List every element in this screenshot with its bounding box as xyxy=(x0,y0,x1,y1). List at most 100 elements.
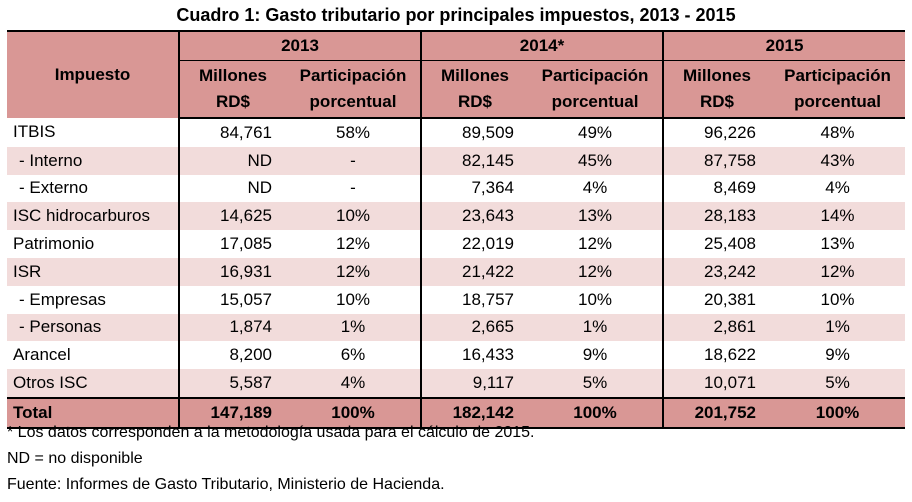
cell-millones: 1,874 xyxy=(178,313,286,342)
cell-participacion: 10% xyxy=(286,202,422,231)
cell-millones: 2,861 xyxy=(662,313,771,342)
table-row: - Externo ND - 7,364 4% 8,469 4% xyxy=(7,174,905,203)
total-millones: 182,142 xyxy=(420,396,529,429)
total-participacion: 100% xyxy=(286,396,422,429)
cell-millones: 84,761 xyxy=(178,118,286,147)
total-millones: 201,752 xyxy=(662,396,771,429)
cell-millones: 18,622 xyxy=(662,341,771,370)
cell-millones: 96,226 xyxy=(662,118,771,147)
cell-millones: 5,587 xyxy=(178,369,286,398)
cell-participacion: 5% xyxy=(528,369,664,398)
cell-participacion: 4% xyxy=(286,369,422,398)
cell-millones: 9,117 xyxy=(420,369,529,398)
cell-millones: 22,019 xyxy=(420,230,529,258)
header-millones: Millones RD$ xyxy=(178,60,286,119)
row-label: - Personas xyxy=(7,313,179,342)
cell-millones: 10,071 xyxy=(662,369,771,398)
cell-participacion: 10% xyxy=(578,289,613,309)
header-millones: Millones RD$ xyxy=(420,60,529,119)
header-millones: Millones RD$ xyxy=(662,60,771,119)
table-row: Arancel 8,200 6% 16,433 9% 18,622 9% xyxy=(7,341,905,370)
cell-millones: 82,145 xyxy=(420,146,529,175)
total-label: Total xyxy=(7,396,179,429)
cell-millones: 87,758 xyxy=(662,146,771,175)
table-row: - Empresas 15,057 10% 18,757 10% 20,381 10% xyxy=(7,285,905,314)
cell-participacion: 49% xyxy=(578,122,613,142)
cell-millones: 28,183 xyxy=(662,202,771,231)
cell-participacion: 5% xyxy=(770,369,906,398)
cell-millones: 14,625 xyxy=(178,202,286,231)
cell-participacion: 12% xyxy=(335,234,371,254)
cell-millones: 8,469 xyxy=(662,174,771,203)
row-label: Arancel xyxy=(13,345,71,365)
row-label: ISC hidrocarburos xyxy=(7,202,179,231)
cell-participacion: 14% xyxy=(770,202,906,231)
total-row: Total 147,189 100% 182,142 100% 201,752 100% xyxy=(7,396,906,429)
cell-participacion: - xyxy=(350,178,356,198)
cell-participacion: 43% xyxy=(770,146,906,175)
cell-participacion: 13% xyxy=(528,202,664,231)
row-label: - Empresas xyxy=(19,289,106,309)
cell-participacion: 4% xyxy=(825,178,850,198)
cell-millones: 16,931 xyxy=(178,257,286,286)
table-row: Otros ISC 5,587 4% 9,117 5% 10,071 5% xyxy=(7,369,906,398)
cell-participacion: 9% xyxy=(825,345,850,365)
note-nd: ND = no disponible xyxy=(7,450,143,467)
total-millones: 147,189 xyxy=(178,396,286,429)
cell-millones: 7,364 xyxy=(420,174,529,203)
header-year-2015: 2015 xyxy=(662,31,906,61)
cell-participacion: 12% xyxy=(770,257,906,286)
cell-participacion: 10% xyxy=(335,289,371,309)
cell-participacion: 1% xyxy=(528,313,664,342)
row-label: Otros ISC xyxy=(7,369,179,398)
cell-participacion: 12% xyxy=(528,257,664,286)
cell-millones: ND xyxy=(178,146,286,175)
table-row: Patrimonio 17,085 12% 22,019 12% 25,408 13% xyxy=(7,230,905,258)
cell-millones: 17,085 xyxy=(178,230,286,258)
notes: * Los datos corresponden a la metodologí… xyxy=(7,420,534,498)
cell-participacion: 6% xyxy=(340,345,366,365)
cell-millones: 15,057 xyxy=(178,285,286,314)
table-row: ITBIS 84,761 58% 89,509 49% 96,226 48% xyxy=(7,118,905,147)
cell-participacion: 1% xyxy=(770,313,906,342)
cell-participacion: 9% xyxy=(582,345,608,365)
row-label: - Interno xyxy=(7,146,179,175)
cell-participacion: 10% xyxy=(820,289,855,309)
row-label: - Externo xyxy=(19,178,88,198)
cell-participacion: 12% xyxy=(286,257,422,286)
table-row: ISC hidrocarburos 14,625 10% 23,643 13% 28,18… xyxy=(7,202,906,231)
cell-participacion: 58% xyxy=(335,122,371,142)
cell-millones: 20,381 xyxy=(662,285,771,314)
row-label: ITBIS xyxy=(13,122,56,142)
cell-millones: 25,408 xyxy=(662,230,771,258)
cell-millones: 89,509 xyxy=(420,118,529,147)
cell-millones: 23,643 xyxy=(420,202,529,231)
header-participacion: Participación porcentual xyxy=(528,60,664,119)
cell-millones: 21,422 xyxy=(420,257,529,286)
table-row: - Personas 1,874 1% 2,665 1% 2,861 1% xyxy=(7,313,906,342)
row-label: ISR xyxy=(7,257,179,286)
table-row: ISR 16,931 12% 21,422 12% 23,242 12% xyxy=(7,257,906,286)
table-row: - Interno ND -82,145 45% 87,758 43% xyxy=(7,146,906,175)
total-participacion: 100% xyxy=(528,396,664,429)
table-title: Cuadro 1: Gasto tributario por principal… xyxy=(176,5,736,25)
cell-participacion: 4% xyxy=(582,178,608,198)
header-participacion: Participación porcentual xyxy=(286,60,422,119)
header-year-2014: 2014* xyxy=(420,31,664,61)
cell-millones: ND xyxy=(178,174,286,203)
header-impuesto: Impuesto xyxy=(7,31,179,118)
cell-participacion: 45% xyxy=(528,146,664,175)
note-methodology: * Los datos corresponden a la metodologí… xyxy=(7,424,535,441)
cell-participacion: 48% xyxy=(820,122,855,142)
note-source: Fuente: Informes de Gasto Tributario, Mi… xyxy=(7,476,445,493)
cell-millones: 8,200 xyxy=(178,341,286,370)
cell-millones: 18,757 xyxy=(420,285,529,314)
cell-participacion: 13% xyxy=(820,234,855,254)
header-participacion: Participación porcentual xyxy=(770,60,906,119)
total-participacion: 100% xyxy=(770,396,906,429)
cell-participacion: 12% xyxy=(578,234,613,254)
cell-participacion: 1% xyxy=(286,313,422,342)
cell-participacion: - xyxy=(286,146,422,175)
cell-millones: 23,242 xyxy=(662,257,771,286)
header-year-2013: 2013 xyxy=(177,31,422,61)
